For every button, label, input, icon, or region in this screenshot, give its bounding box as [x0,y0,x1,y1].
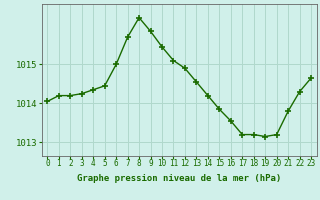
X-axis label: Graphe pression niveau de la mer (hPa): Graphe pression niveau de la mer (hPa) [77,174,281,183]
